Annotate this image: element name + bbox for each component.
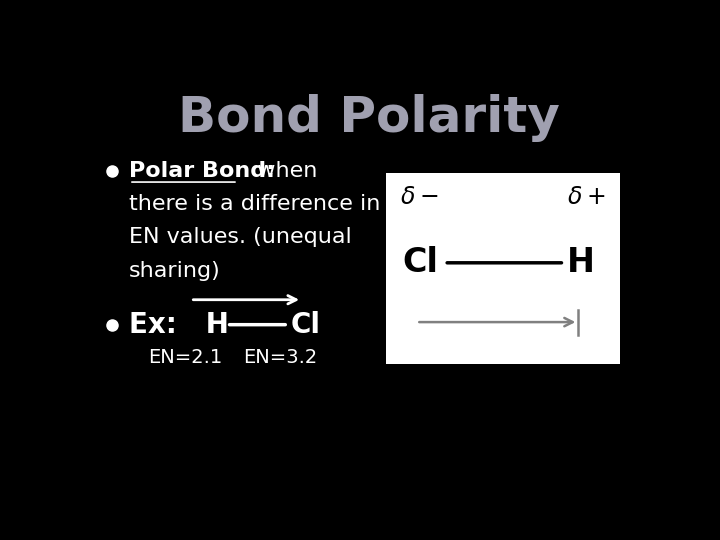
Text: H: H: [567, 246, 595, 279]
Text: Polar Bond:: Polar Bond:: [129, 161, 275, 181]
Text: Bond Polarity: Bond Polarity: [178, 94, 560, 142]
Text: EN values. (unequal: EN values. (unequal: [129, 227, 352, 247]
Text: Cl: Cl: [402, 246, 438, 279]
Text: $\delta -$: $\delta -$: [400, 185, 438, 210]
Bar: [386, 173, 620, 364]
Text: Cl: Cl: [291, 310, 321, 339]
Text: when: when: [243, 161, 318, 181]
Text: EN=2.1: EN=2.1: [148, 348, 223, 367]
Text: $\delta +$: $\delta +$: [567, 185, 606, 210]
Text: Ex:   H: Ex: H: [129, 310, 229, 339]
Text: EN=3.2: EN=3.2: [243, 348, 318, 367]
Text: sharing): sharing): [129, 261, 221, 281]
Text: there is a difference in: there is a difference in: [129, 194, 380, 214]
